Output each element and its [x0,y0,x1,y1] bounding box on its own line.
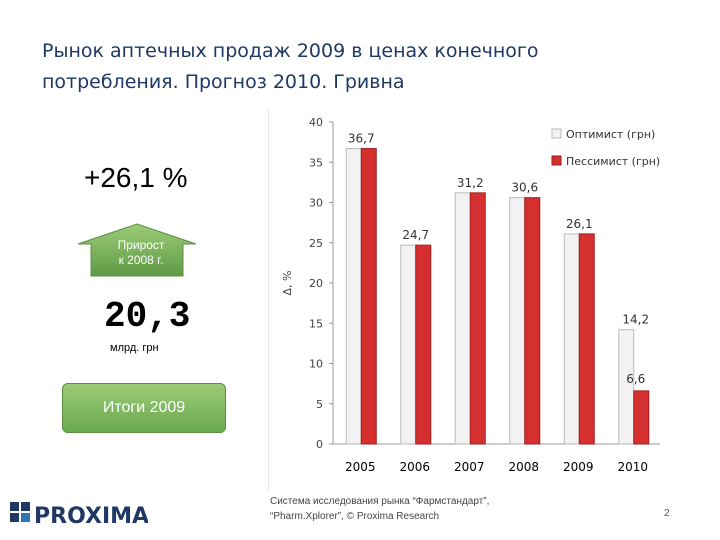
bar-2009-series-1 [578,233,595,445]
title-line-1: Рынок аптечных продаж 2009 в ценах конеч… [42,40,539,62]
y-tick-label: 10 [309,358,323,371]
market-value: 20,3 [104,296,191,337]
logo-text: PROXIMA [34,504,148,528]
source-note: Система исследования рынка “Фармстандарт… [270,494,570,524]
source-line-2: “Pharm.Xplorer”, © Proxima Research [270,511,440,522]
data-label: 31,2 [457,176,484,190]
data-label: 36,7 [348,132,375,146]
bar-2008-series-1 [524,197,541,445]
chart-frame [268,108,671,490]
arrow-label-line-2: к 2008 г. [118,253,164,267]
data-label: 6,6 [626,372,645,386]
bar-2005-series-0 [345,148,362,445]
x-tick-label: 2006 [399,460,430,474]
bar-2010-series-1 [633,390,650,445]
bar-2007-series-1 [469,192,486,445]
proxima-logo: PROXIMA [10,502,148,528]
x-tick-label: 2007 [454,460,485,474]
y-tick-label: 5 [316,398,323,411]
legend-swatch-0 [551,128,562,139]
data-label: 24,7 [402,228,429,242]
legend-swatch-1 [551,155,562,166]
page-number: 2 [664,508,670,519]
totals-badge: Итоги 2009 [62,383,226,433]
arrow-label-line-1: Прирост [117,238,165,252]
bar-2008-series-0 [509,197,526,445]
y-tick-label: 40 [309,116,323,129]
data-label: 14,2 [622,313,649,327]
bar-2007-series-0 [454,192,471,445]
legend-label-1: Пессимист (грн) [566,155,660,168]
bar-2009-series-0 [563,233,580,445]
growth-arrow-label: Прирост к 2008 г. [96,238,186,268]
growth-arrow-icon [77,223,197,277]
title-line-2: потребления. Прогноз 2010. Гривна [42,71,405,93]
x-tick-label: 2005 [345,460,376,474]
bar-2006-series-1 [415,244,432,445]
data-label: 30,6 [511,181,538,195]
growth-percent: +26,1 % [84,162,188,193]
y-tick-label: 25 [309,237,323,250]
bar-2006-series-0 [400,244,417,445]
bar-2005-series-1 [360,148,377,445]
x-tick-label: 2008 [508,460,539,474]
slide-title: Рынок аптечных продаж 2009 в ценах конеч… [42,36,682,98]
market-unit: млрд. грн [110,342,159,354]
x-tick-label: 2009 [563,460,594,474]
x-tick-label: 2010 [617,460,648,474]
legend-label-0: Оптимист (грн) [566,128,655,141]
y-axis-label: Δ, % [281,271,294,296]
bar-2010-series-0 [618,329,635,445]
y-tick-label: 15 [309,317,323,330]
data-label: 26,1 [566,217,593,231]
y-tick-label: 35 [309,156,323,169]
source-line-1: Система исследования рынка “Фармстандарт… [270,496,490,507]
y-tick-label: 0 [316,438,323,451]
bar-chart: 0 5 10 15 20 25 30 35 40 Δ, % 2005 36,7 2006 24,7 2007… [281,116,660,474]
y-tick-label: 30 [309,197,323,210]
y-tick-label: 20 [309,277,323,290]
